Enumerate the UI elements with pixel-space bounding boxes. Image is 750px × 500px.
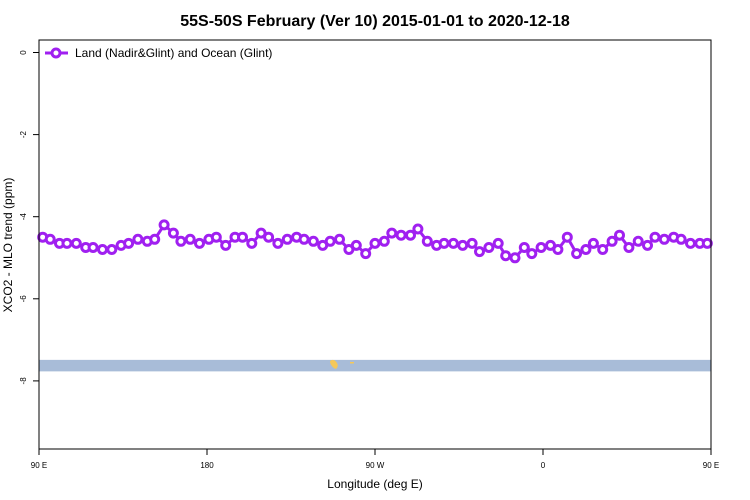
data-point [298,233,310,245]
x-axis-label: Longitude (deg E) [327,477,422,491]
data-point [369,237,381,249]
data-point [587,237,599,249]
data-point [447,237,459,249]
data-point [350,239,362,251]
y-tick-label: -4 [19,213,28,221]
data-point [334,233,345,245]
data-point [483,242,495,253]
data-point [158,219,170,231]
data-point [500,250,512,262]
data-point [535,242,547,253]
x-axis: 90 E 180 90 W 0 90 E [31,449,719,470]
land-patch-small [350,362,354,364]
legend-marker-swatch [50,47,62,59]
legend-label: Land (Nadir&Glint) and Ocean (Glint) [75,46,272,60]
data-point [623,242,635,253]
data-point [307,235,319,247]
series-layer [37,219,713,264]
data-point [272,237,284,249]
data-point [675,233,687,245]
data-point [492,237,504,249]
data-point [281,233,293,245]
x-tick-label: 180 [200,461,214,470]
data-point [561,231,573,243]
data-point [552,244,564,255]
data-point [614,229,625,241]
data-point [597,244,609,255]
data-point [685,237,696,249]
data-point [106,244,118,255]
data-point [457,239,469,251]
data-point [246,237,258,249]
data-point [658,233,670,245]
y-tick-label: -6 [19,295,28,303]
land-patch [330,359,338,369]
data-point [324,235,336,247]
data-point [649,231,661,243]
data-point [175,235,187,247]
y-tick-label: -8 [19,377,28,385]
data-point [580,244,592,255]
data-point [466,237,478,249]
y-axis: 0 -2 -4 -6 -8 [19,50,39,385]
data-point [220,239,232,251]
data-point [167,227,179,239]
data-point [70,237,82,249]
data-point [123,237,135,249]
land-band-layer [39,359,711,372]
y-axis-label: XCO2 - MLO trend (ppm) [1,178,15,313]
data-point [438,237,450,249]
data-point [642,239,653,251]
data-point [701,237,713,249]
data-point [210,231,222,243]
data-point [474,246,485,258]
data-point [87,242,99,253]
data-point [395,229,407,241]
y-tick-label: -2 [19,130,28,138]
data-point [518,242,530,253]
data-point [632,235,644,247]
data-point [237,231,248,243]
data-point [509,252,521,264]
data-point [606,235,618,247]
chart-title: 55S-50S February (Ver 10) 2015-01-01 to … [180,13,570,30]
data-point [378,235,390,247]
data-point [97,244,108,255]
legend: Land (Nadir&Glint) and Ocean (Glint) [45,46,272,60]
data-point [405,229,416,241]
x-tick-label: 0 [541,461,546,470]
land-band [39,359,711,372]
x-tick-label: 90 E [31,461,47,470]
data-point [526,248,538,260]
data-point [263,231,275,243]
data-point [44,233,56,245]
data-point [412,223,424,235]
data-point [421,235,433,247]
data-point [194,237,205,249]
data-point [132,233,144,245]
data-point [571,248,583,260]
data-point [386,227,398,239]
data-point [184,233,196,245]
data-point [149,233,161,245]
x-tick-label: 90 W [366,461,385,470]
x-tick-label: 90 E [703,461,719,470]
data-point [360,248,372,260]
y-tick-label: 0 [19,50,28,55]
data-point [61,237,73,249]
